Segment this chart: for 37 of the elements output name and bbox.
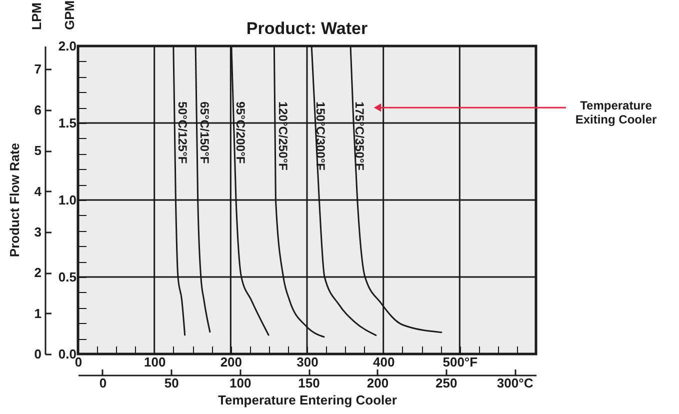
text: 175°C/350°F [352,101,367,170]
y2-axis-title: LPM [29,2,44,30]
text: 120°C/250°F [276,101,290,170]
y2-tick-label: 4 [34,184,42,199]
text: 95°C/200°F [233,101,248,164]
y-tick-label: 1.5 [58,116,76,130]
x-axis-title: Temperature Entering Cooler [218,392,397,408]
x2-tick-label: 150 [298,376,320,390]
x2-tick-label: 0 [99,376,107,390]
y2-tick-label: 5 [34,143,42,158]
y2-tick-label: 1 [34,306,42,321]
x-tick-label: 400 [372,354,395,370]
x2-tick-label: 50 [164,376,179,390]
text: Product Flow Rate [7,142,22,258]
x2-tick-label: 200 [366,376,389,390]
text: Temperature Exiting Cooler [575,98,657,127]
y2-tick-label: 2 [34,265,42,280]
text: 150°C/300°F [314,101,328,170]
x2-tick-label: 250 [436,376,458,390]
x-tick-label: 500°F [442,354,478,370]
y2-tick-label: 3 [34,224,42,240]
text: 65°C/150°F [198,101,212,164]
y2-tick-label: 6 [34,102,42,118]
y-tick-label: 0.0 [58,346,76,362]
x-tick-label: 200 [220,354,242,370]
x2-tick-label: 300°C [496,376,534,390]
x-tick-label: 100 [144,354,166,370]
text: 50°C/125°F [175,101,190,164]
y-tick-label: 0.5 [58,270,76,284]
y-tick-label: 2.0 [58,38,76,54]
x-tick-label: 0 [74,354,82,370]
y-tick-label: 1.0 [58,192,76,208]
chart-title: Product: Water [246,19,368,38]
y-axis-title: GPM [62,0,77,30]
y2-tick-label: 7 [34,62,42,77]
x2-tick-label: 100 [229,376,252,390]
x-tick-label: 300 [296,354,318,370]
